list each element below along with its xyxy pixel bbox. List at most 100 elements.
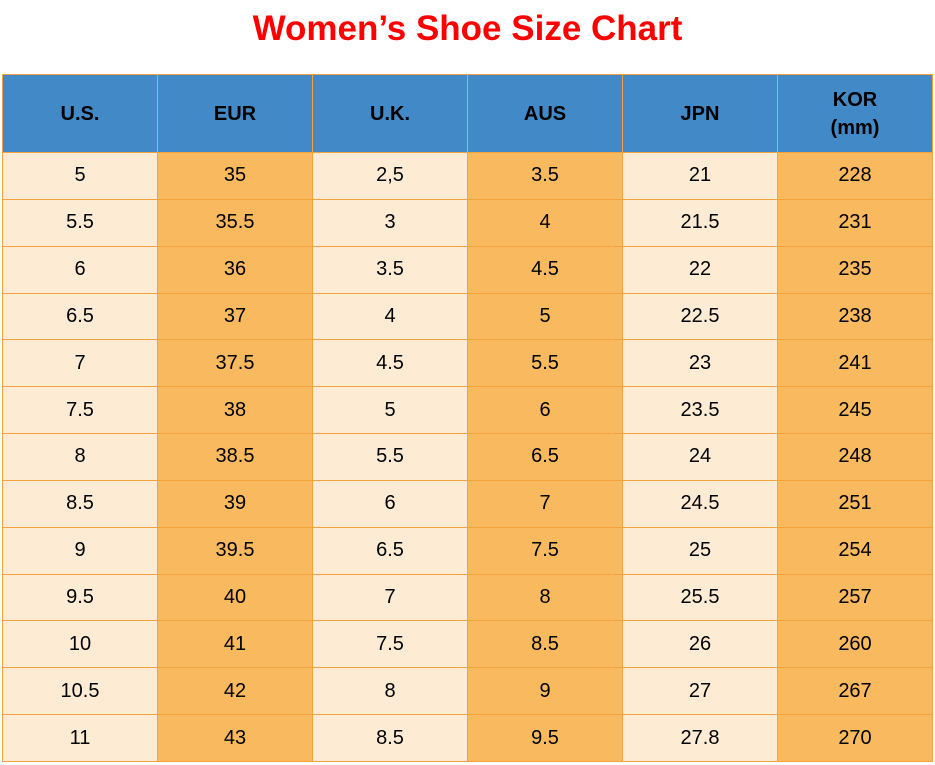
column-header-text: KOR xyxy=(832,88,878,111)
size-cell: 21 xyxy=(622,152,778,200)
size-cell: 4.5 xyxy=(312,339,468,388)
size-cell: 37.5 xyxy=(157,339,313,388)
size-cell: 254 xyxy=(777,526,933,575)
size-cell: 248 xyxy=(777,433,933,481)
size-cell: 38.5 xyxy=(157,433,313,481)
size-cell: 6.5 xyxy=(312,526,468,575)
size-cell: 36 xyxy=(157,245,313,294)
size-cell: 10.5 xyxy=(2,667,158,716)
size-cell: 9 xyxy=(2,526,158,575)
size-cell: 2,5 xyxy=(312,152,468,200)
table-row: 10.5 42 8 9 27 267 xyxy=(2,667,933,716)
size-cell: 23.5 xyxy=(622,386,778,435)
size-cell: 27.8 xyxy=(622,714,778,762)
size-cell: 9.5 xyxy=(2,573,158,622)
size-cell: 40 xyxy=(157,573,313,622)
size-cell: 6 xyxy=(467,386,623,435)
table-row: 6 36 3.5 4.5 22 235 xyxy=(2,245,933,294)
table-row: 9.5 40 7 8 25.5 257 xyxy=(2,573,933,622)
table-header-row: U.S. EUR U.K. AUS JPN KOR (mm) xyxy=(2,74,933,153)
size-cell: 35.5 xyxy=(157,198,313,247)
size-cell: 235 xyxy=(777,245,933,294)
size-cell: 7 xyxy=(2,339,158,388)
size-cell: 39.5 xyxy=(157,526,313,575)
size-cell: 7 xyxy=(467,479,623,528)
size-cell: 3 xyxy=(312,198,468,247)
size-cell: 7.5 xyxy=(312,620,468,669)
size-cell: 8 xyxy=(2,433,158,481)
column-header-text: U.S. xyxy=(60,102,100,125)
size-cell: 27 xyxy=(622,667,778,716)
size-cell: 37 xyxy=(157,292,313,341)
size-cell: 10 xyxy=(2,620,158,669)
table-row: 11 43 8.5 9.5 27.8 270 xyxy=(2,714,933,762)
size-cell: 6 xyxy=(2,245,158,294)
size-cell: 260 xyxy=(777,620,933,669)
column-header-u-s: U.S. xyxy=(2,74,158,153)
size-cell: 22.5 xyxy=(622,292,778,341)
size-cell: 8.5 xyxy=(312,714,468,762)
size-cell: 5.5 xyxy=(2,198,158,247)
table-row: 6.5 37 4 5 22.5 238 xyxy=(2,292,933,341)
size-cell: 6 xyxy=(312,479,468,528)
size-cell: 8 xyxy=(312,667,468,716)
size-cell: 245 xyxy=(777,386,933,435)
size-cell: 7.5 xyxy=(467,526,623,575)
size-cell: 3.5 xyxy=(467,152,623,200)
size-cell: 42 xyxy=(157,667,313,716)
size-cell: 8.5 xyxy=(467,620,623,669)
column-header-text: JPN xyxy=(680,102,720,125)
size-cell: 6.5 xyxy=(2,292,158,341)
size-cell: 3.5 xyxy=(312,245,468,294)
column-header-text: (mm) xyxy=(830,116,880,139)
shoe-size-table: U.S. EUR U.K. AUS JPN KOR (mm) 5 35 2,5 3.5 21 228 5… xyxy=(2,74,933,762)
size-cell: 7 xyxy=(312,573,468,622)
size-cell: 22 xyxy=(622,245,778,294)
size-cell: 21.5 xyxy=(622,198,778,247)
size-cell: 4 xyxy=(312,292,468,341)
size-cell: 39 xyxy=(157,479,313,528)
size-cell: 5.5 xyxy=(467,339,623,388)
column-header-kor-mm: KOR (mm) xyxy=(777,74,933,153)
size-cell: 238 xyxy=(777,292,933,341)
size-cell: 24 xyxy=(622,433,778,481)
size-cell: 25 xyxy=(622,526,778,575)
size-cell: 7.5 xyxy=(2,386,158,435)
size-cell: 25.5 xyxy=(622,573,778,622)
size-cell: 8.5 xyxy=(2,479,158,528)
size-cell: 24.5 xyxy=(622,479,778,528)
table-row: 10 41 7.5 8.5 26 260 xyxy=(2,620,933,669)
size-cell: 5.5 xyxy=(312,433,468,481)
column-header-text: EUR xyxy=(213,102,257,125)
table-row: 7.5 38 5 6 23.5 245 xyxy=(2,386,933,435)
size-cell: 267 xyxy=(777,667,933,716)
size-cell: 23 xyxy=(622,339,778,388)
table-row: 8.5 39 6 7 24.5 251 xyxy=(2,479,933,528)
size-cell: 43 xyxy=(157,714,313,762)
size-cell: 241 xyxy=(777,339,933,388)
size-cell: 257 xyxy=(777,573,933,622)
size-cell: 9.5 xyxy=(467,714,623,762)
size-cell: 4.5 xyxy=(467,245,623,294)
size-cell: 5 xyxy=(2,152,158,200)
size-cell: 11 xyxy=(2,714,158,762)
column-header-aus: AUS xyxy=(467,74,623,153)
column-header-text: U.K. xyxy=(370,102,410,125)
table-row: 5 35 2,5 3.5 21 228 xyxy=(2,152,933,200)
column-header-eur: EUR xyxy=(157,74,313,153)
size-cell: 9 xyxy=(467,667,623,716)
size-cell: 4 xyxy=(467,198,623,247)
size-cell: 251 xyxy=(777,479,933,528)
table-row: 8 38.5 5.5 6.5 24 248 xyxy=(2,433,933,481)
size-cell: 5 xyxy=(312,386,468,435)
size-cell: 26 xyxy=(622,620,778,669)
size-cell: 270 xyxy=(777,714,933,762)
size-cell: 8 xyxy=(467,573,623,622)
size-cell: 35 xyxy=(157,152,313,200)
column-header-text: AUS xyxy=(523,102,567,125)
column-header-jpn: JPN xyxy=(622,74,778,153)
size-cell: 228 xyxy=(777,152,933,200)
table-row: 7 37.5 4.5 5.5 23 241 xyxy=(2,339,933,388)
page-title: Women’s Shoe Size Chart xyxy=(252,9,683,48)
size-cell: 38 xyxy=(157,386,313,435)
